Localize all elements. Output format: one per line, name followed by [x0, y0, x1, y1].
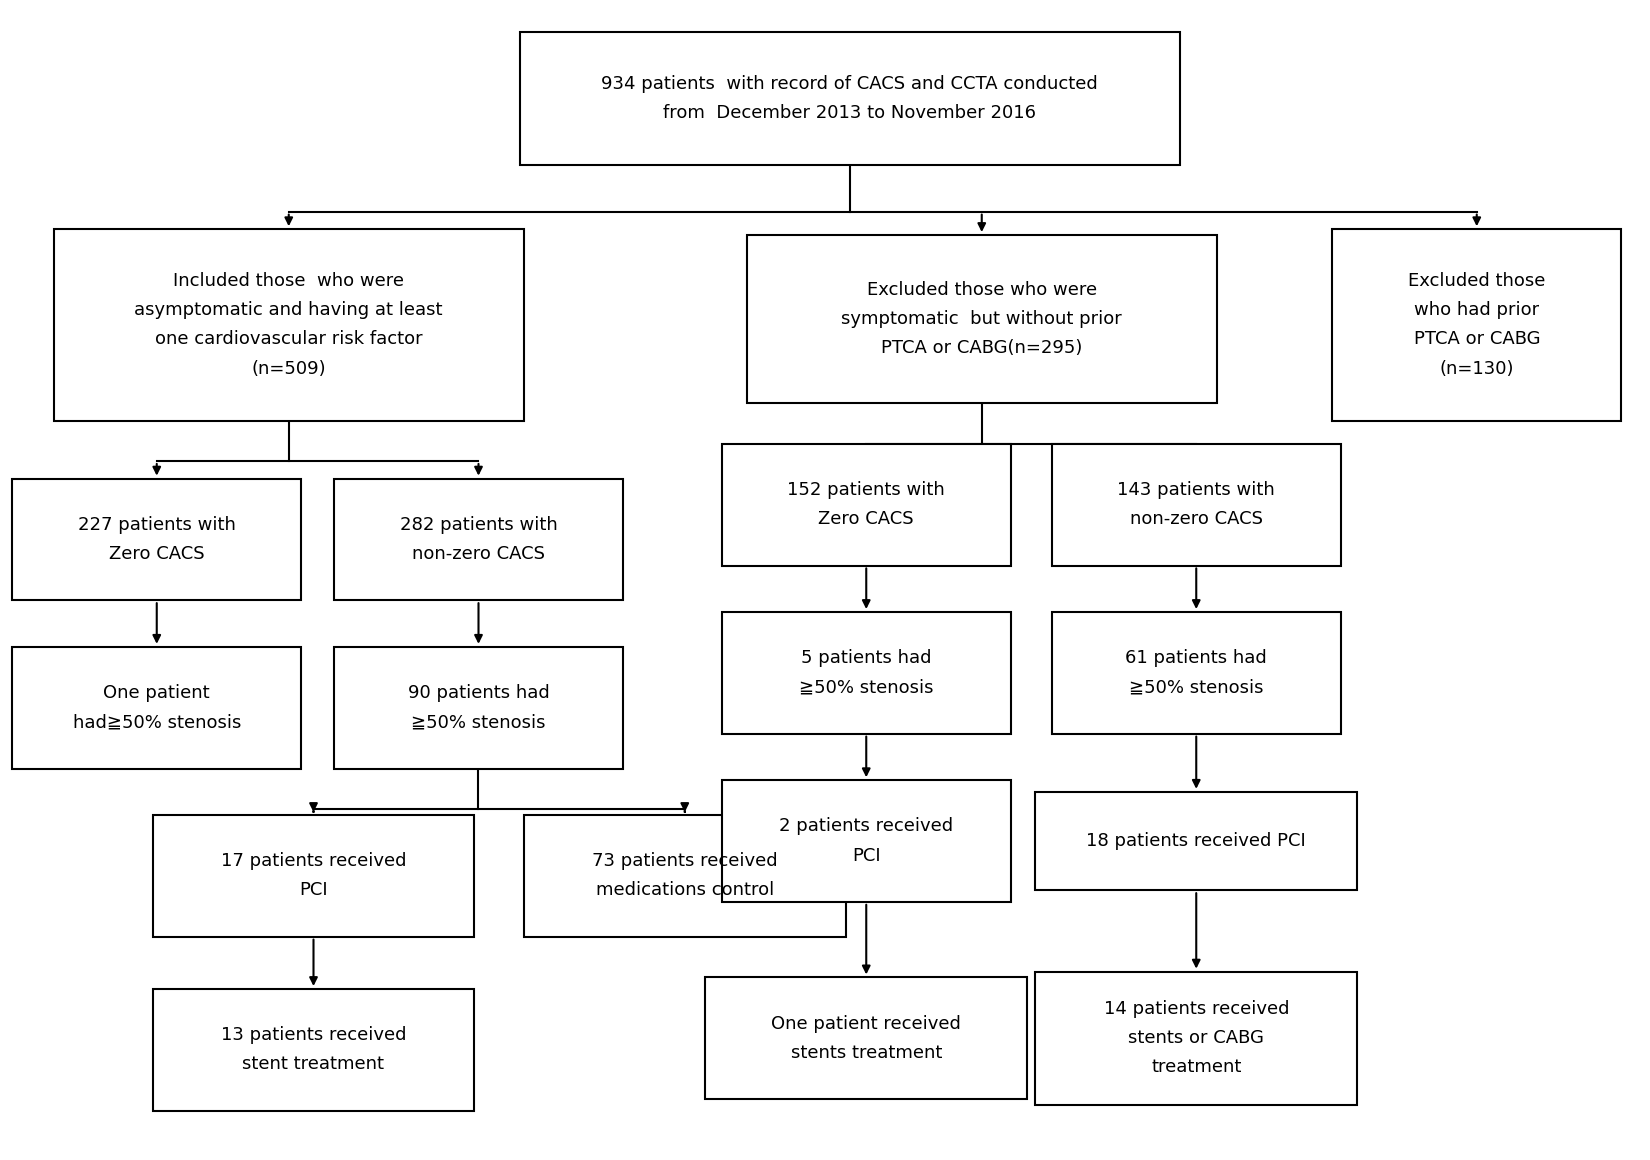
- Text: Excluded those
who had prior
PTCA or CABG
(n=130): Excluded those who had prior PTCA or CAB…: [1407, 271, 1546, 378]
- Text: Excluded those who were
symptomatic  but without prior
PTCA or CABG(n=295): Excluded those who were symptomatic but …: [842, 281, 1122, 357]
- FancyBboxPatch shape: [333, 647, 622, 768]
- Text: 17 patients received
PCI: 17 patients received PCI: [221, 853, 406, 899]
- FancyBboxPatch shape: [152, 988, 475, 1111]
- Text: 90 patients had
≧50% stenosis: 90 patients had ≧50% stenosis: [408, 684, 549, 731]
- FancyBboxPatch shape: [152, 814, 475, 937]
- FancyBboxPatch shape: [1333, 230, 1620, 421]
- FancyBboxPatch shape: [13, 478, 300, 601]
- Text: 143 patients with
non-zero CACS: 143 patients with non-zero CACS: [1117, 481, 1275, 528]
- Text: 61 patients had
≧50% stenosis: 61 patients had ≧50% stenosis: [1125, 650, 1267, 696]
- Text: 18 patients received PCI: 18 patients received PCI: [1086, 832, 1307, 850]
- Text: 13 patients received
stent treatment: 13 patients received stent treatment: [221, 1027, 406, 1073]
- FancyBboxPatch shape: [746, 234, 1218, 404]
- FancyBboxPatch shape: [1053, 612, 1340, 734]
- FancyBboxPatch shape: [1036, 972, 1356, 1104]
- Text: 2 patients received
PCI: 2 patients received PCI: [779, 818, 954, 864]
- FancyBboxPatch shape: [706, 977, 1026, 1100]
- Text: 282 patients with
non-zero CACS: 282 patients with non-zero CACS: [399, 516, 558, 563]
- FancyBboxPatch shape: [13, 647, 300, 768]
- FancyBboxPatch shape: [723, 444, 1010, 566]
- Text: One patient
had≧50% stenosis: One patient had≧50% stenosis: [73, 684, 241, 731]
- FancyBboxPatch shape: [53, 230, 525, 421]
- Text: 73 patients received
medications control: 73 patients received medications control: [592, 853, 777, 899]
- FancyBboxPatch shape: [333, 478, 622, 601]
- FancyBboxPatch shape: [520, 31, 1180, 165]
- FancyBboxPatch shape: [1053, 444, 1340, 566]
- Text: One patient received
stents treatment: One patient received stents treatment: [771, 1015, 962, 1061]
- Text: 152 patients with
Zero CACS: 152 patients with Zero CACS: [787, 481, 945, 528]
- Text: 227 patients with
Zero CACS: 227 patients with Zero CACS: [78, 516, 236, 563]
- FancyBboxPatch shape: [1036, 791, 1356, 891]
- FancyBboxPatch shape: [723, 780, 1010, 902]
- Text: 934 patients  with record of CACS and CCTA conducted
from  December 2013 to Nove: 934 patients with record of CACS and CCT…: [601, 75, 1099, 122]
- FancyBboxPatch shape: [723, 612, 1010, 734]
- Text: 14 patients received
stents or CABG
treatment: 14 patients received stents or CABG trea…: [1104, 1000, 1289, 1076]
- FancyBboxPatch shape: [525, 814, 845, 937]
- Text: 5 patients had
≧50% stenosis: 5 patients had ≧50% stenosis: [799, 650, 934, 696]
- Text: Included those  who were
asymptomatic and having at least
one cardiovascular ris: Included those who were asymptomatic and…: [135, 271, 442, 378]
